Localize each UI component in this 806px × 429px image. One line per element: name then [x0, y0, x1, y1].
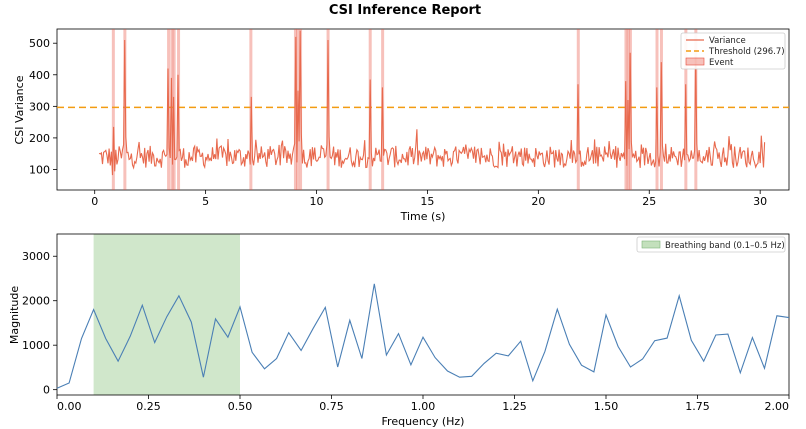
- spectrum-series-line: [56, 283, 790, 389]
- x-tick-label: 10: [310, 195, 324, 208]
- x-tick-label: 0.75: [319, 400, 344, 413]
- x-tick-label: 0: [91, 195, 98, 208]
- x-tick-label: 1.00: [411, 400, 436, 413]
- x-tick-label: 0.50: [228, 400, 253, 413]
- x-tick-label: 15: [420, 195, 434, 208]
- spectrum-x-axis-label: Frequency (Hz): [382, 415, 465, 428]
- x-tick-label: 5: [202, 195, 209, 208]
- legend-band-label: Breathing band (0.1–0.5 Hz): [665, 241, 785, 251]
- event-span: [111, 29, 115, 190]
- spectrum-x-ticks: 0.00 0.25 0.50 0.75 1.00 1.25 1.50 1.75 2.00: [56, 395, 790, 413]
- legend-variance-label: Variance: [709, 36, 746, 46]
- variance-legend-box: [680, 32, 786, 70]
- x-tick-label: 20: [531, 195, 545, 208]
- spectrum-legend: Breathing band (0.1–0.5 Hz): [636, 236, 786, 253]
- x-tick-label: 1.75: [685, 400, 710, 413]
- variance-y-axis-label: CSI Variance: [13, 75, 26, 144]
- legend-threshold-label: Threshold (296.7): [708, 47, 785, 57]
- y-tick-label: 100: [29, 163, 50, 176]
- legend-band-swatch: [641, 240, 661, 249]
- variance-x-axis-label: Time (s): [400, 210, 446, 223]
- spectrum-y-ticks: 0 1000 2000 3000: [22, 250, 57, 397]
- x-tick-label: 2.00: [765, 400, 790, 413]
- variance-series-line: [98, 30, 766, 176]
- x-tick-label: 25: [642, 195, 656, 208]
- y-tick-label: 300: [29, 100, 50, 113]
- spectrum-panel: 0.00 0.25 0.50 0.75 1.00 1.25 1.50 1.75 2.00 0 10…: [8, 233, 790, 428]
- x-tick-label: 1.50: [594, 400, 619, 413]
- variance-x-ticks: 0 5 10 15 20 25 30: [91, 190, 767, 208]
- y-tick-label: 1000: [22, 339, 50, 352]
- variance-panel: 0 5 10 15 20 25 30 100 200 300 400 500 Time (s) CS…: [13, 28, 790, 223]
- x-tick-label: 1.25: [502, 400, 527, 413]
- y-tick-label: 2000: [22, 295, 50, 308]
- variance-legend: Variance Threshold (296.7) Event: [680, 32, 786, 70]
- legend-event-swatch: [685, 57, 705, 66]
- x-tick-label: 0.00: [57, 400, 82, 413]
- spectrum-legend-box: [636, 236, 786, 253]
- variance-y-ticks: 100 200 300 400 500: [29, 37, 57, 176]
- y-tick-label: 200: [29, 132, 50, 145]
- spectrum-y-axis-label: Magnitude: [8, 286, 21, 345]
- x-tick-label: 0.25: [136, 400, 161, 413]
- y-tick-label: 400: [29, 69, 50, 82]
- y-tick-label: 3000: [22, 250, 50, 263]
- legend-event-label: Event: [709, 58, 734, 68]
- breathing-band-region: [93, 234, 240, 395]
- variance-plot-frame: [56, 28, 790, 191]
- y-tick-label: 0: [43, 384, 50, 397]
- event-markers: [111, 29, 698, 190]
- figure-title: CSI Inference Report: [329, 3, 481, 18]
- x-tick-label: 30: [753, 195, 767, 208]
- event-span: [326, 29, 330, 190]
- y-tick-label: 500: [29, 37, 50, 50]
- event-span: [123, 29, 127, 190]
